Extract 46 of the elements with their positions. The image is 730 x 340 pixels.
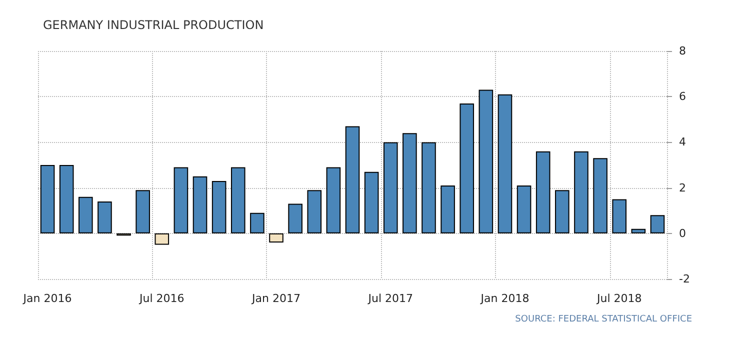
bar: [212, 180, 226, 234]
bar: [593, 158, 608, 234]
bar: [364, 172, 379, 234]
y-tick-label: 4: [679, 136, 686, 149]
bar: [574, 151, 588, 234]
bar: [345, 126, 360, 234]
y-tick-label: 6: [679, 90, 686, 104]
bar: [136, 190, 150, 234]
bar: [516, 186, 532, 234]
bar: [326, 167, 341, 234]
bar: [650, 215, 665, 234]
x-tick-label: Jul 2016: [138, 292, 184, 305]
bar: [422, 142, 436, 234]
bar: [402, 133, 417, 234]
bar: [307, 190, 322, 234]
source-note: SOURCE: FEDERAL STATISTICAL OFFICE: [515, 314, 692, 324]
x-tick-label: Jan 2018: [480, 292, 530, 305]
bar: [555, 190, 570, 234]
bar: [59, 165, 74, 234]
bar: [269, 233, 284, 243]
bar: [440, 186, 455, 234]
x-tick-label: Jul 2018: [596, 292, 642, 305]
x-tick-label: Jul 2017: [367, 292, 414, 305]
y-tick-label: 8: [679, 44, 686, 58]
bar: [154, 233, 170, 245]
bar: [288, 204, 302, 234]
y-tick-label: 0: [679, 226, 686, 240]
y-tick-label: -2: [679, 272, 690, 286]
bar: [536, 151, 550, 234]
bar: [40, 165, 55, 234]
bar: [78, 196, 93, 234]
bar: [631, 228, 646, 234]
y-tick-label: 2: [679, 181, 686, 194]
bar: [98, 201, 112, 234]
chart-title: GERMANY INDUSTRIAL PRODUCTION: [43, 18, 264, 32]
bar: [192, 176, 208, 234]
bar: [460, 103, 474, 234]
x-tick-label: Jan 2016: [22, 292, 72, 305]
x-tick-label: Jan 2017: [251, 292, 300, 305]
bar: [174, 167, 188, 234]
bar: [498, 94, 512, 234]
bar: [250, 212, 264, 234]
bar: [383, 142, 398, 234]
bar: [478, 90, 494, 234]
bar: [230, 167, 246, 234]
bar: [612, 199, 626, 234]
